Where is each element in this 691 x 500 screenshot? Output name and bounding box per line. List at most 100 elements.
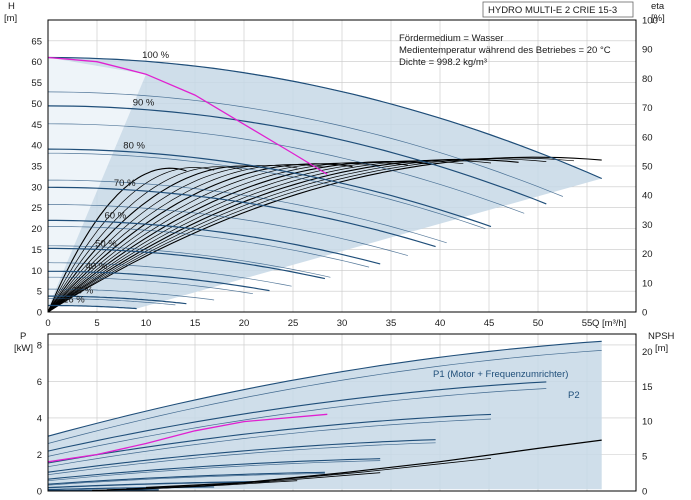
head-curve-90 [47,105,547,205]
power-plot-frame [47,333,637,492]
low-flow-region [48,57,146,308]
power-tick-label: 0 [37,487,42,498]
p1-curve-100 [47,340,602,437]
head-tick-label: 50 [31,99,42,110]
head-curve-80 [47,148,492,228]
power-axis-ticks: 0 2 4 6 8 [37,340,42,497]
eta-tick-label: 70 [642,103,653,114]
power-axis-unit: [kW] [14,343,33,354]
q-tick-label: 25 [288,318,299,329]
head-axis-label: H [8,1,15,12]
npsh-axis-ticks: 0 5 10 15 20 [642,347,653,498]
pump-name: HYDRO MULTI-E 2 CRIE 15-3 [488,5,617,16]
head-curve-thin [48,276,253,295]
head-curve-thin [48,204,408,256]
npsh-tick-label: 5 [642,452,647,463]
head-curve-thin [48,179,447,244]
q-tick-label: 0 [45,318,50,329]
power-axis-label: P [20,331,26,342]
efficiency-curve-55 [47,163,353,313]
npsh-axis-unit: [m] [655,343,668,354]
head-tick-label: 30 [31,182,42,193]
p1-curve-80 [47,413,492,464]
eta-axis-ticks: 0 10 20 30 40 50 60 70 80 90 100 [642,16,658,319]
q-tick-label: 55 [582,318,593,329]
head-plot-frame [47,19,637,313]
q-tick-label: 20 [239,318,250,329]
p1-curve-40 [47,480,270,489]
head-curve-thin [47,91,564,197]
head-curve-thin [48,245,331,278]
speed-label: 50 % [95,238,117,249]
p1-curve-60 [47,458,381,480]
p2-curve-80 [47,418,492,468]
q-tick-label: 5 [94,318,99,329]
speed-labels: 100 % 90 % 80 % 70 % 60 % 50 % 40 % 25 %16 % [63,50,170,306]
eta-tick-label: 20 [642,249,653,260]
q-tick-label: 35 [386,318,397,329]
q-axis-ticks: 0 5 10 15 20 25 30 35 40 45 50 55 [45,318,592,329]
efficiency-curve-65 [47,162,408,313]
npsh-tick-label: 15 [642,382,653,393]
speed-label: 25 % [72,285,94,296]
head-tick-label: 65 [31,36,42,47]
speed-label: 16 % [63,295,85,306]
head-curves [47,56,602,310]
speed-label: 40 % [86,261,108,272]
note-medium: Fördermedium = Wasser [399,33,503,44]
q-tick-label: 50 [533,318,544,329]
q-tick-label: 45 [484,318,495,329]
efficiency-curves [47,156,602,313]
q-tick-label: 30 [337,318,348,329]
speed-label: 100 % [142,50,169,61]
duty-curve [47,56,328,175]
p2-curve-40 [47,481,270,489]
p1-curve-90 [47,381,547,452]
head-curve-thin [47,123,525,214]
head-tick-label: 20 [31,224,42,235]
head-tick-label: 35 [31,162,42,173]
head-curve-16 [48,304,137,310]
npsh-curves [92,439,602,491]
head-tick-label: 60 [31,57,42,68]
power-tick-label: 8 [37,340,42,351]
head-curve-25 [48,295,187,305]
head-tick-label: 55 [31,78,42,89]
duty-power-curve [47,413,328,463]
efficiency-curve-35 [47,166,242,313]
eta-tick-label: 60 [642,132,653,143]
npsh-tick-label: 0 [642,487,647,498]
p1-series-label: P1 (Motor + Frequenzumrichter) [433,369,568,380]
head-curve-70 [47,186,436,248]
head-tick-label: 0 [37,308,42,319]
head-curve-thin [48,288,215,301]
note-density: Dichte = 998.2 kg/m³ [399,57,487,68]
head-curve-40 [48,270,270,292]
head-axis-ticks: 0 5 10 15 20 25 30 35 40 45 50 55 60 65 [31,36,42,318]
head-tick-label: 25 [31,203,42,214]
head-curve-100 [47,56,602,180]
q-tick-label: 15 [190,318,201,329]
efficiency-curve-30 [47,167,215,313]
power-panel: 0 2 4 6 8 0 5 10 15 20 P [kW] NPSH [m] P1 (Motor… [14,331,675,498]
speed-label: 70 % [114,178,136,189]
head-tick-label: 40 [31,141,42,152]
power-curves [47,340,602,492]
eta-tick-label: 0 [642,308,647,319]
note-temperature: Medientemperatur während des Betriebes =… [399,45,611,56]
p1-curve-50 [47,471,325,485]
speed-label: 80 % [123,140,145,151]
head-tick-label: 15 [31,245,42,256]
eta-tick-label: 10 [642,278,653,289]
eta-tick-label: 40 [642,191,653,202]
p1-curve-70 [47,439,436,473]
npsh-tick-label: 10 [642,417,653,428]
eta-tick-label: 100 [642,16,658,27]
eta-axis-unit: [%] [651,13,665,24]
duty-curve-line [47,56,328,175]
speed-label: 90 % [133,98,155,109]
head-panel: 100 % 90 % 80 % 70 % 60 % 50 % 40 % 25 %16 % 0 5… [4,1,665,329]
power-tick-label: 2 [37,450,42,461]
npsh-axis-label: NPSH [648,331,675,342]
